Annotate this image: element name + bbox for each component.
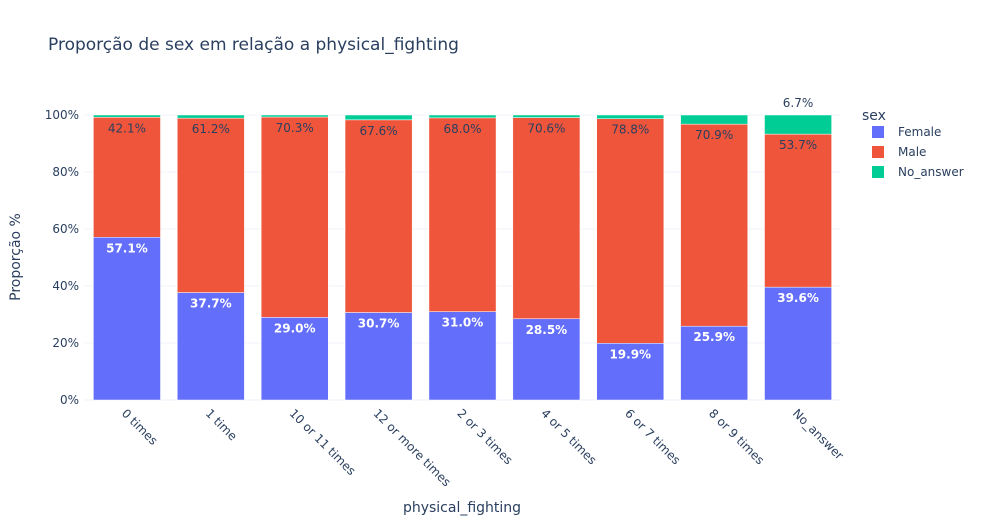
bar-no-answer [764, 114, 832, 135]
x-tick-label: 6 or 7 times [622, 406, 683, 467]
bars [93, 114, 832, 401]
bar-no-answer [428, 114, 497, 119]
data-label: 70.9% [695, 128, 733, 142]
bar-female [596, 343, 665, 401]
bar-female [512, 318, 581, 401]
legend-swatch [872, 126, 884, 138]
bar-male [177, 117, 245, 293]
y-tick-label: 80% [52, 165, 79, 179]
data-label: 29.0% [274, 321, 316, 335]
x-axis-title: physical_fighting [403, 500, 521, 516]
x-axis-ticks: 0 times 1 time 10 or 11 times 12 or more ti… [119, 406, 846, 489]
bar-female [680, 325, 748, 401]
data-label: 57.1% [106, 241, 148, 255]
data-label: 70.3% [276, 121, 314, 135]
x-tick-label: 0 times [119, 406, 161, 448]
x-tick-label: 4 or 5 times [538, 406, 599, 467]
data-label: 67.6% [360, 124, 398, 138]
data-label: 37.7% [190, 297, 232, 311]
bar-male [512, 117, 581, 320]
legend: sex Female Male No_answer [862, 108, 964, 179]
bar-male [596, 118, 665, 344]
bar-female [764, 286, 832, 401]
data-label: 70.6% [527, 122, 565, 136]
x-tick-label: No_answer [790, 406, 846, 462]
data-label: 42.1% [108, 121, 146, 135]
y-axis-title: Proporção % [8, 213, 24, 301]
data-label: 25.9% [693, 330, 735, 344]
x-tick-label: 2 or 3 times [454, 406, 515, 467]
bar-no-answer [344, 114, 413, 121]
bar-male [260, 116, 329, 318]
bar-no-answer [680, 114, 748, 125]
x-tick-label: 12 or more times [370, 406, 453, 489]
y-tick-label: 20% [52, 336, 79, 350]
bar-no-answer [260, 114, 329, 118]
legend-swatch [872, 166, 884, 178]
bar-male [344, 119, 413, 313]
y-tick-label: 40% [52, 279, 79, 293]
bar-no-answer [177, 114, 245, 119]
bar-female [177, 292, 245, 401]
bar-female [260, 317, 329, 401]
legend-title: sex [862, 108, 886, 124]
y-tick-label: 100% [45, 108, 79, 122]
y-axis-ticks: 0% 20% 40% 60% 80% 100% [45, 108, 79, 407]
bar-female [428, 311, 497, 401]
bar-no-answer [93, 114, 161, 118]
data-label: 28.5% [526, 323, 568, 337]
bar-male [680, 123, 748, 327]
data-labels: 57.1% 42.1% 37.7% 61.2% 29.0% 70.3% 30.7% 67.6%… [106, 96, 819, 361]
data-label: 19.9% [609, 347, 651, 361]
data-label: 30.7% [358, 317, 400, 331]
data-label: 31.0% [442, 316, 484, 330]
bar-no-answer [596, 114, 665, 119]
y-tick-label: 0% [60, 393, 79, 407]
x-tick-label: 8 or 9 times [706, 406, 767, 467]
data-label: 6.7% [783, 96, 814, 110]
x-tick-label: 1 time [203, 406, 240, 443]
y-tick-label: 60% [52, 222, 79, 236]
chart-title: Proporção de sex em relação a physical_f… [48, 35, 459, 55]
data-label: 39.6% [777, 291, 819, 305]
data-label: 68.0% [443, 122, 481, 136]
bar-male [93, 117, 161, 238]
x-tick-label: 10 or 11 times [287, 406, 359, 478]
legend-label: Male [898, 145, 926, 159]
data-label: 78.8% [611, 123, 649, 137]
bar-female [93, 237, 161, 401]
data-label: 53.7% [779, 138, 817, 152]
bar-male [428, 117, 497, 312]
legend-label: Female [898, 125, 941, 139]
legend-swatch [872, 146, 884, 158]
data-label: 61.2% [192, 122, 230, 136]
bar-no-answer [512, 114, 581, 118]
bar-male [764, 133, 832, 288]
legend-label: No_answer [898, 165, 964, 179]
